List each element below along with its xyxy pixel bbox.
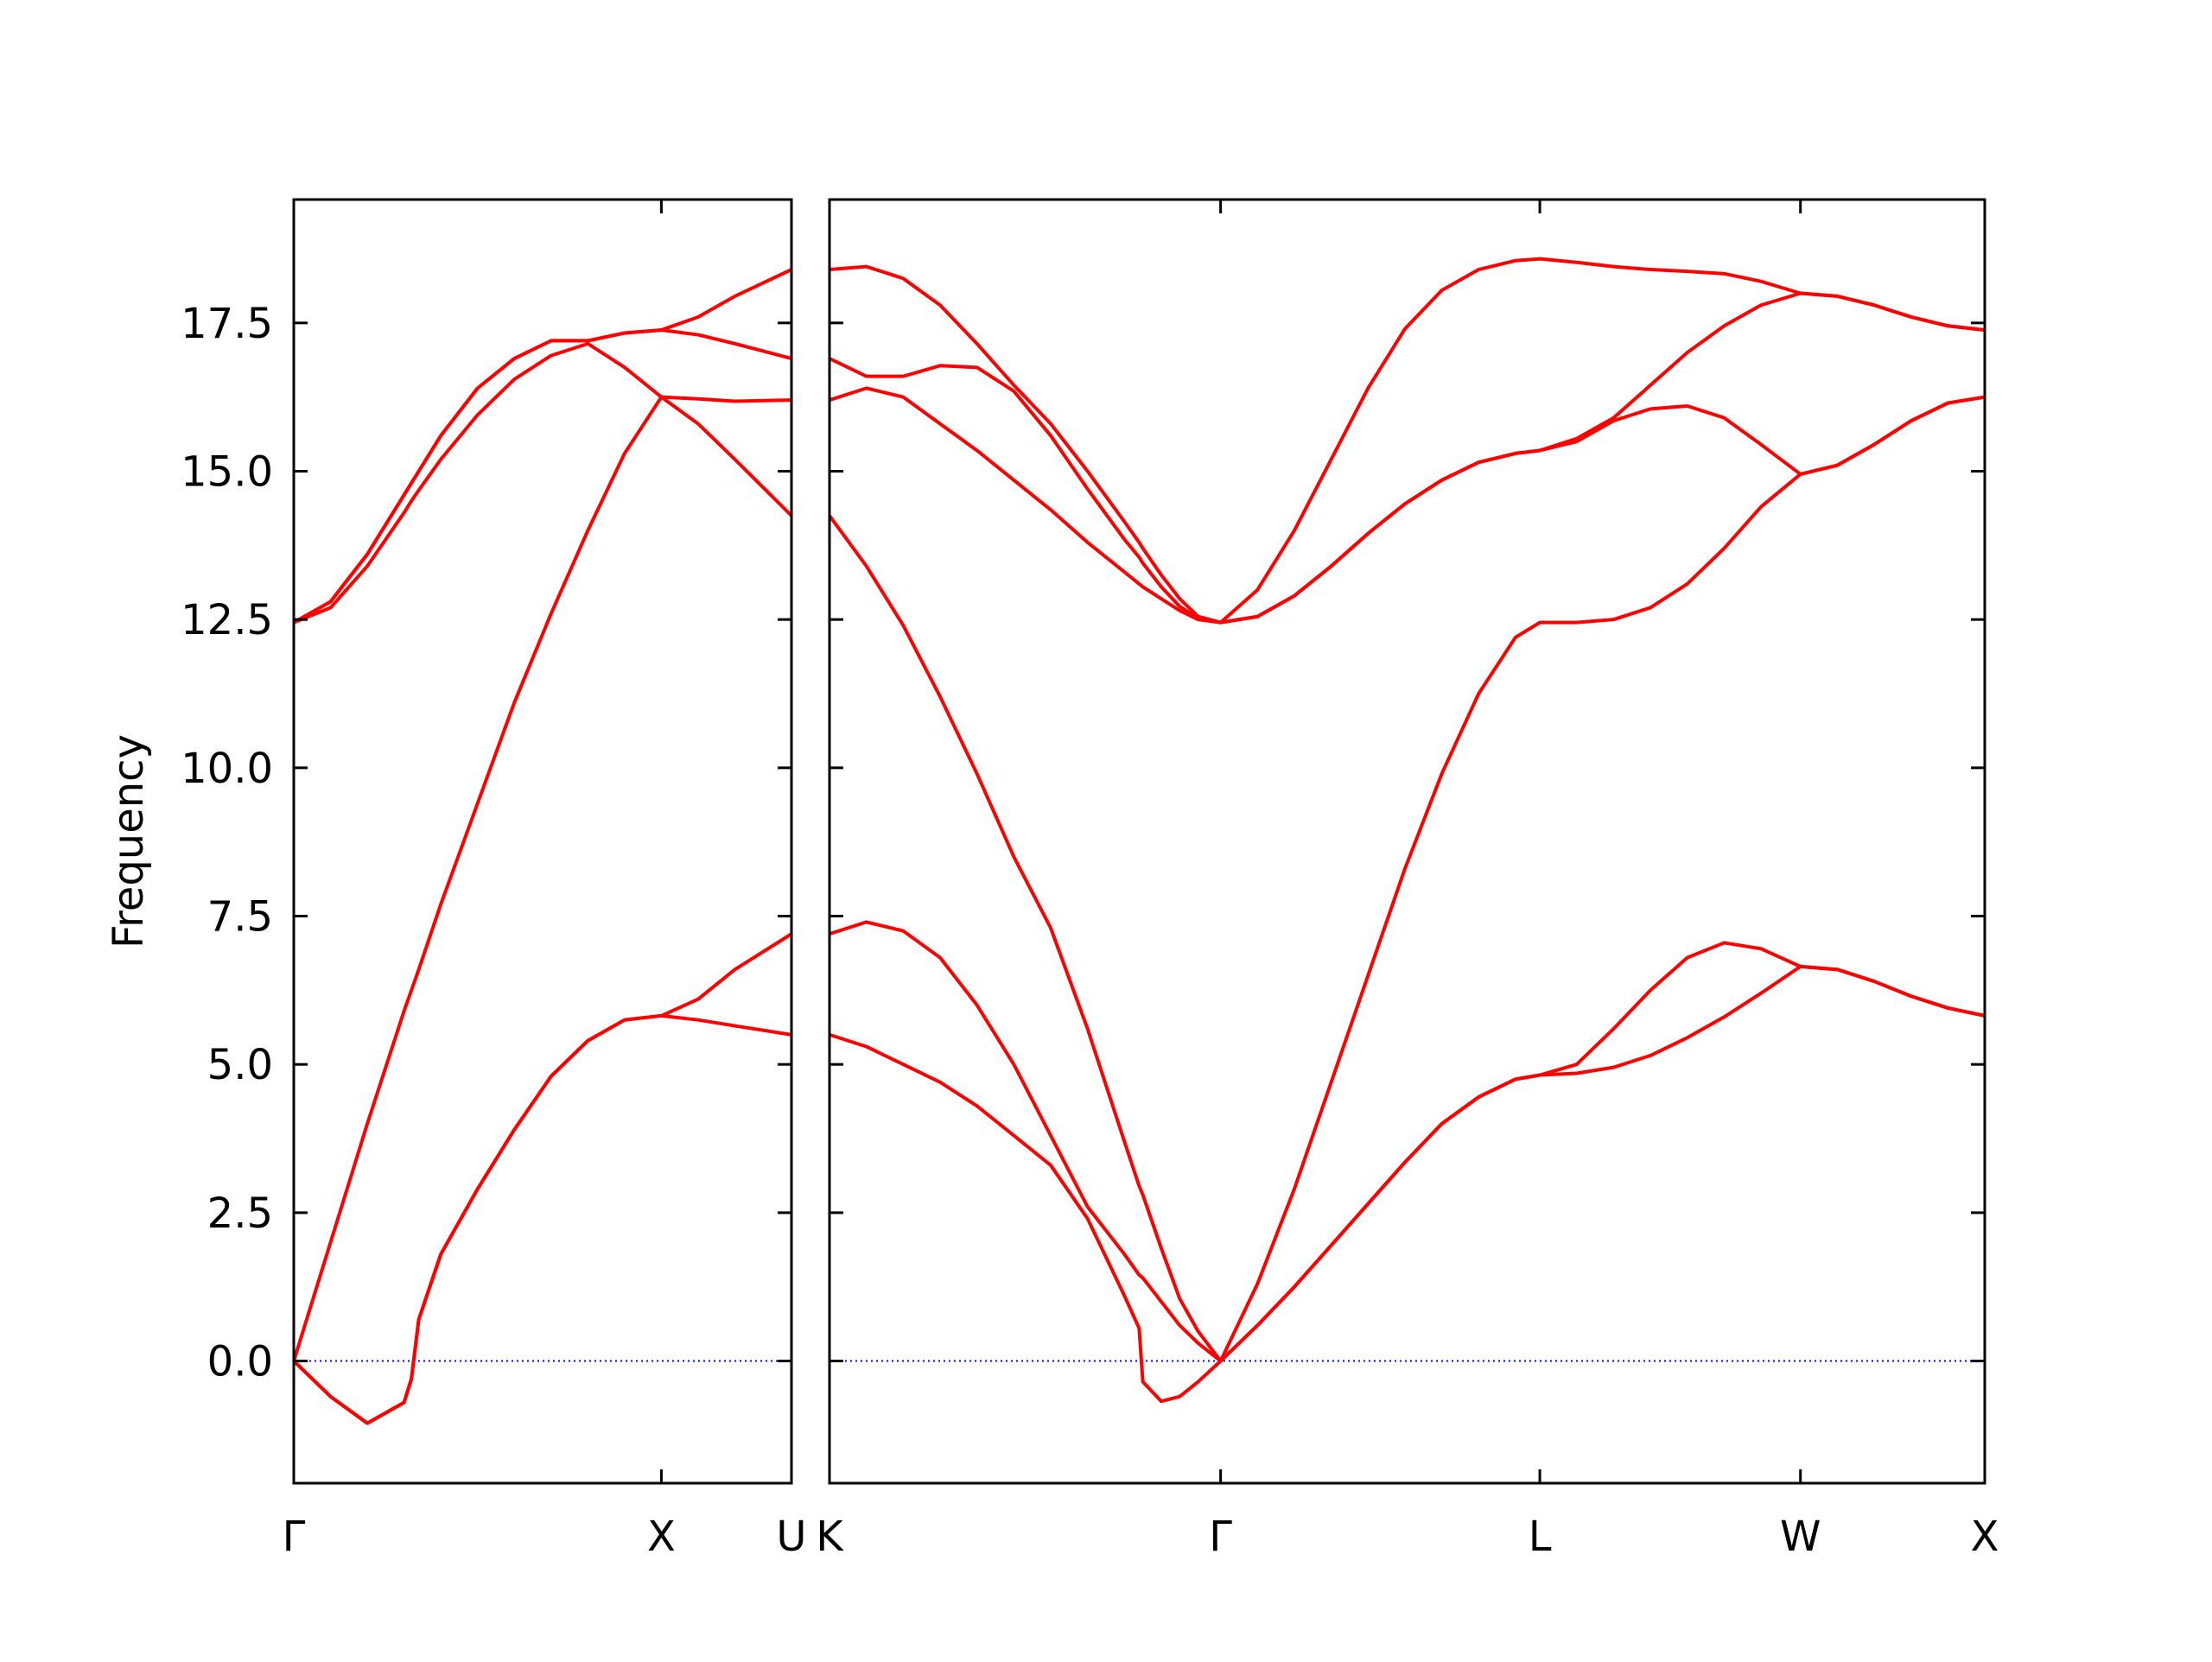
plot-frame bbox=[292, 198, 793, 1485]
band-line bbox=[293, 328, 792, 625]
y-tick-label: 10.0 bbox=[181, 745, 273, 793]
band-line bbox=[293, 341, 792, 625]
x-tick-label: X bbox=[647, 1513, 676, 1561]
band-line bbox=[293, 268, 792, 625]
band-line bbox=[292, 1013, 792, 1425]
y-axis-label: Frequency bbox=[105, 734, 153, 948]
band-line bbox=[829, 257, 1986, 625]
x-tick-label: U bbox=[776, 1513, 806, 1561]
band-line bbox=[828, 395, 1986, 1363]
x-tick-label: K bbox=[816, 1513, 844, 1561]
band-line bbox=[829, 964, 1986, 1404]
y-tick-label: 5.0 bbox=[207, 1041, 273, 1089]
x-tick-label: Γ bbox=[283, 1513, 306, 1561]
band-line bbox=[829, 920, 1986, 1363]
plot-frame bbox=[828, 198, 1986, 1485]
band-line bbox=[292, 932, 793, 1425]
y-tick-label: 17.5 bbox=[181, 300, 273, 348]
x-tick-label: W bbox=[1780, 1513, 1821, 1561]
y-tick-label: 2.5 bbox=[207, 1189, 273, 1238]
x-tick-label: Γ bbox=[1209, 1513, 1232, 1561]
y-tick-label: 15.0 bbox=[181, 448, 273, 497]
y-tick-label: 12.5 bbox=[181, 596, 273, 644]
band-line bbox=[829, 291, 1986, 625]
x-tick-label: L bbox=[1529, 1513, 1552, 1561]
x-tick-label: X bbox=[1971, 1513, 1999, 1561]
y-tick-label: 0.0 bbox=[207, 1338, 273, 1386]
y-tick-label: 7.5 bbox=[207, 893, 273, 942]
band-line bbox=[292, 395, 793, 1362]
band-line bbox=[829, 386, 1986, 625]
